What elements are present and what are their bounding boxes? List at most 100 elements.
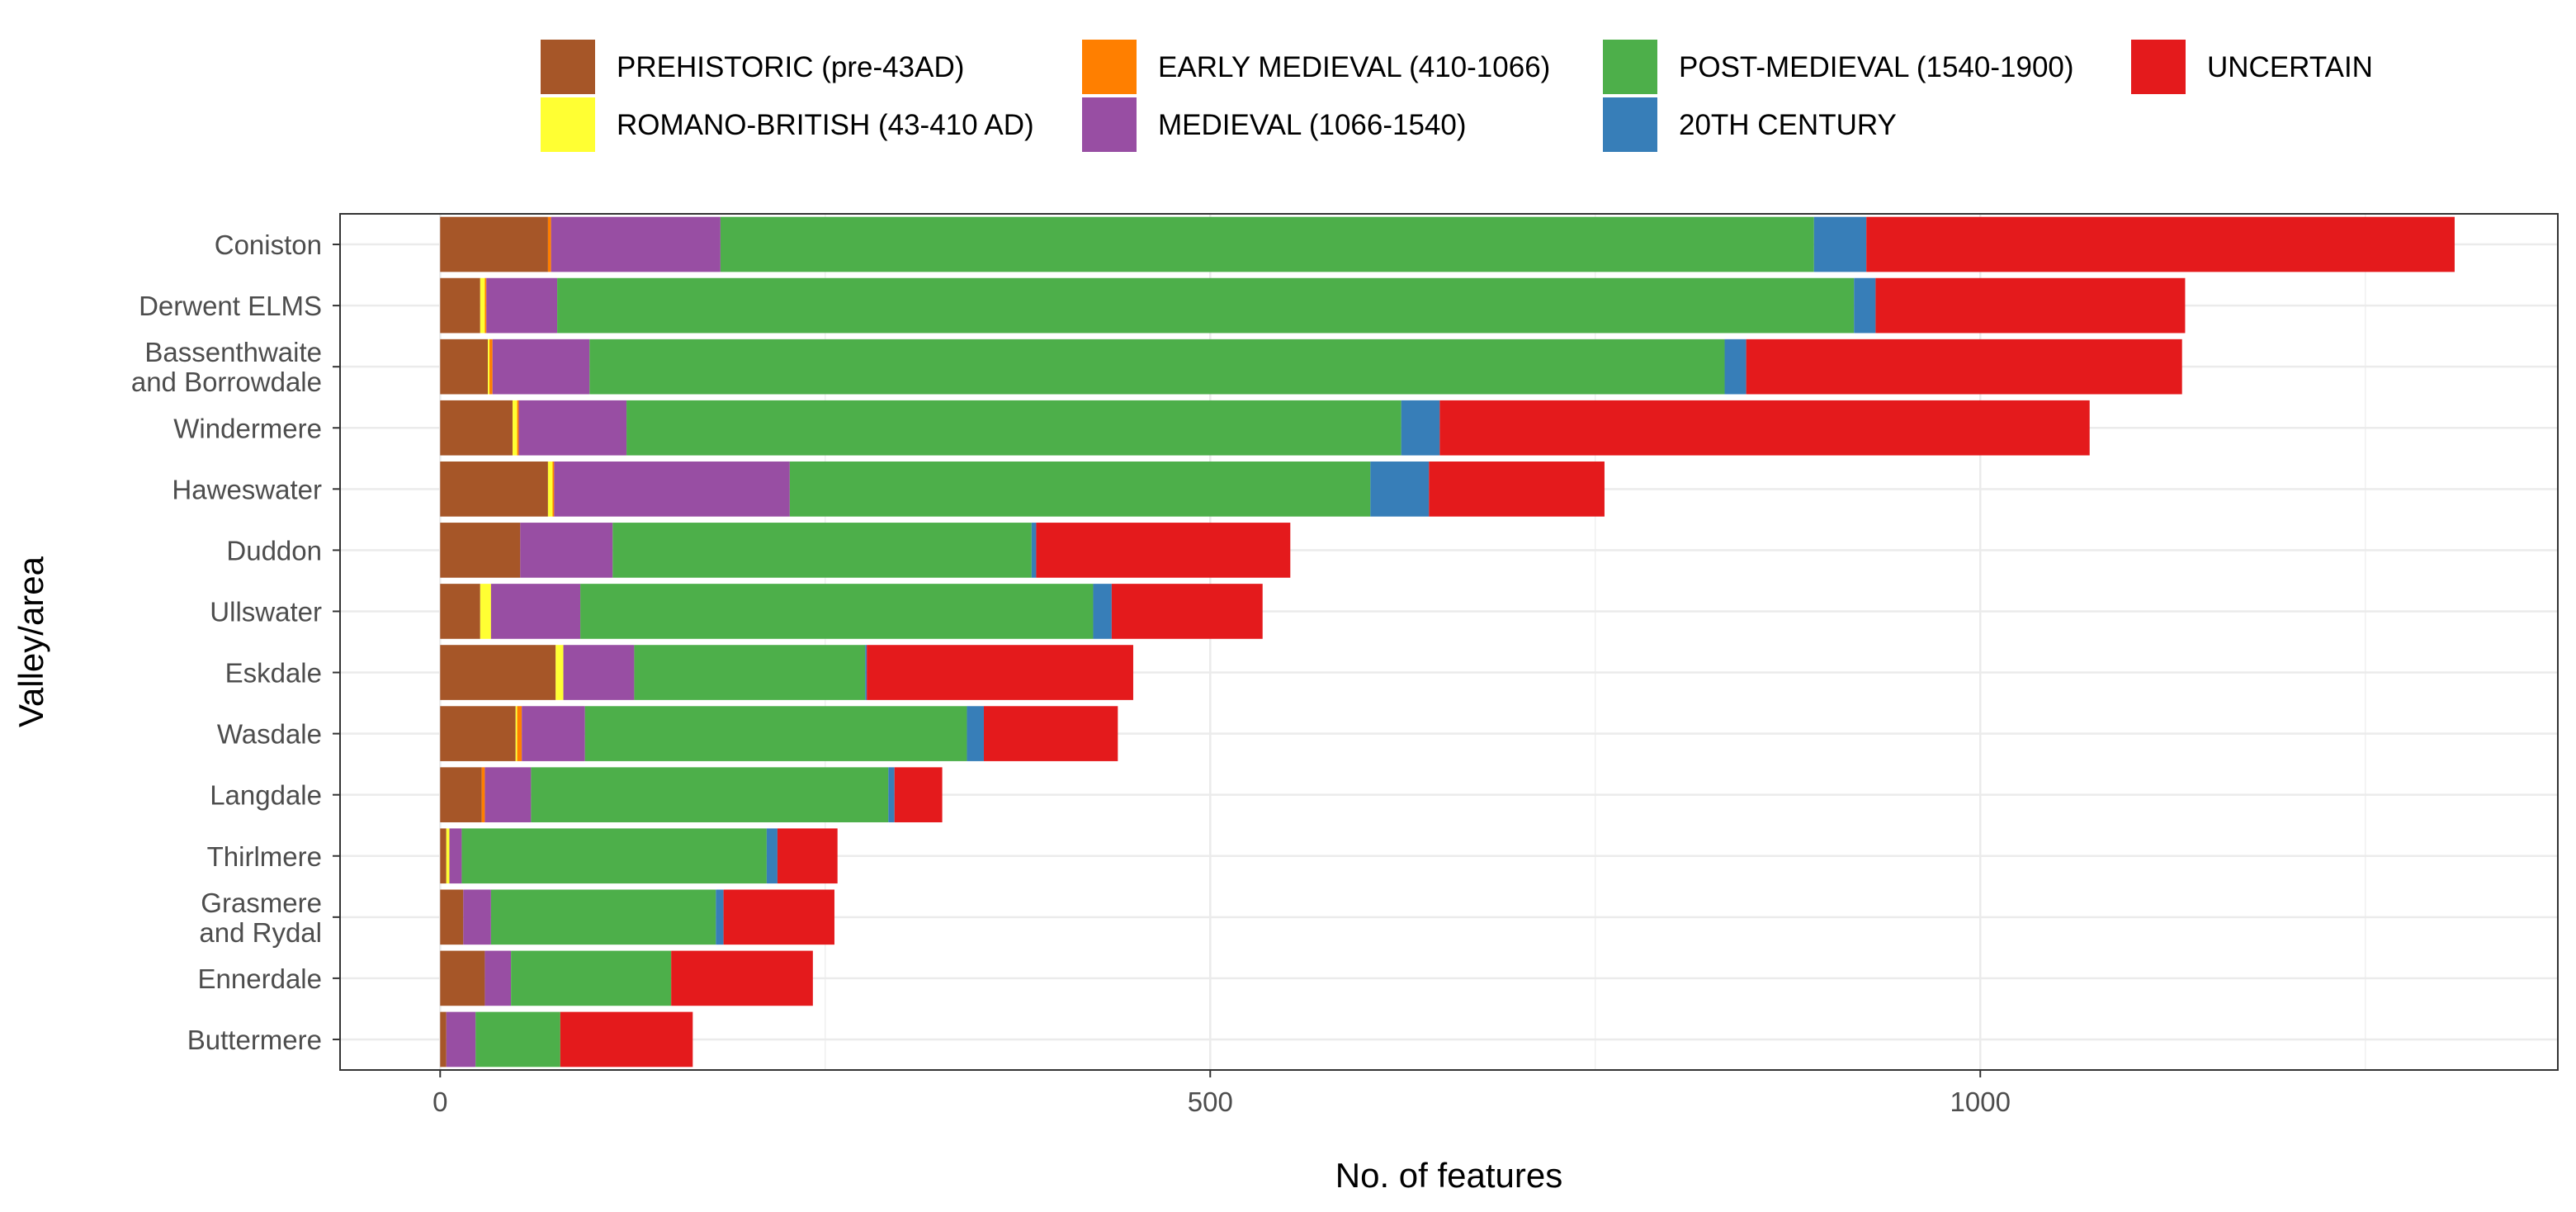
bar-derwent-elms-prehistoric-pre-43ad (440, 277, 480, 334)
bar-haweswater-early-medieval-410-1066 (552, 461, 555, 517)
bar-eskdale-uncertain (867, 645, 1133, 700)
x-axis: 0 500 1000 (432, 1070, 2011, 1117)
bar-coniston-prehistoric-pre-43ad (440, 216, 548, 272)
legend-label: PREHISTORIC (pre-43AD) (617, 51, 964, 83)
y-tick-label: Windermere (173, 413, 322, 443)
bar-grasmere-and-rydal-uncertain (723, 889, 834, 945)
bar-bassenthwaite-and-borrowdale-prehistoric-pre-43ad (440, 339, 489, 395)
y-tick-label: Buttermere (187, 1025, 322, 1055)
legend-key-romano-british-43-410-ad (541, 97, 595, 152)
bar-ullswater-post-medieval-1540-1900 (580, 584, 1094, 639)
bar-wasdale-prehistoric-pre-43ad (440, 706, 516, 761)
y-tick-label: Thirlmere (207, 841, 322, 872)
bar-bassenthwaite-and-borrowdale-early-medieval-410-1066 (489, 339, 493, 395)
bar-windermere-medieval-1066-1540 (518, 400, 627, 456)
bar-derwent-elms-romano-british-43-410-ad (480, 277, 485, 334)
bar-eskdale-medieval-1066-1540 (563, 645, 635, 700)
x-axis-title: No. of features (1335, 1156, 1562, 1195)
y-tick-label: Haweswater (172, 474, 322, 504)
bar-grasmere-and-rydal-post-medieval-1540-1900 (490, 889, 716, 945)
bar-wasdale-post-medieval-1540-1900 (584, 706, 967, 761)
bar-langdale-early-medieval-410-1066 (481, 767, 485, 823)
y-axis: Coniston Derwent ELMS Bassenthwaite and Bor… (131, 230, 340, 1055)
bar-windermere-romano-british-43-410-ad (512, 400, 518, 456)
bar-eskdale-20th-century (865, 645, 867, 700)
bar-coniston-post-medieval-1540-1900 (720, 216, 1814, 272)
plot-panel-border (339, 213, 2559, 1071)
bar-buttermere-uncertain (560, 1011, 693, 1068)
bar-ullswater-20th-century (1093, 584, 1112, 639)
bar-ullswater-prehistoric-pre-43ad (440, 584, 480, 639)
bar-derwent-elms-medieval-1066-1540 (486, 277, 558, 334)
legend-key-20th-century (1603, 97, 1657, 152)
bar-derwent-elms-uncertain (1875, 277, 2186, 334)
bar-bassenthwaite-and-borrowdale-uncertain (1746, 339, 2182, 395)
bar-haweswater-prehistoric-pre-43ad (440, 461, 548, 517)
bar-duddon-post-medieval-1540-1900 (612, 523, 1032, 578)
bar-duddon-prehistoric-pre-43ad (440, 523, 521, 578)
y-tick-label: Derwent ELMS (139, 291, 322, 321)
y-tick-label: Eskdale (225, 658, 322, 689)
bar-eskdale-romano-british-43-410-ad (555, 645, 564, 700)
bar-wasdale-uncertain (983, 706, 1118, 761)
x-tick-label: 500 (1188, 1087, 1233, 1117)
bar-ullswater-romano-british-43-410-ad (480, 584, 491, 639)
bar-langdale-20th-century (888, 767, 895, 823)
bar-thirlmere-medieval-1066-1540 (449, 828, 462, 884)
bar-windermere-post-medieval-1540-1900 (626, 400, 1401, 456)
y-tick-label: Grasmere and Rydal (199, 888, 322, 948)
bar-thirlmere-prehistoric-pre-43ad (440, 828, 447, 884)
bar-thirlmere-20th-century (766, 828, 778, 884)
bar-grasmere-and-rydal-medieval-1066-1540 (463, 889, 491, 945)
bar-ullswater-uncertain (1111, 584, 1263, 639)
legend-label: 20TH CENTURY (1679, 109, 1897, 141)
bar-thirlmere-uncertain (777, 828, 838, 884)
legend-key-early-medieval-410-1066 (1082, 40, 1137, 94)
bar-bassenthwaite-and-borrowdale-20th-century (1724, 339, 1746, 395)
bar-thirlmere-romano-british-43-410-ad (446, 828, 450, 884)
x-tick-label: 1000 (1950, 1087, 2011, 1117)
bar-wasdale-20th-century (967, 706, 984, 761)
bar-derwent-elms-post-medieval-1540-1900 (557, 277, 1855, 334)
bar-haweswater-20th-century (1370, 461, 1430, 517)
bar-haweswater-medieval-1066-1540 (554, 461, 790, 517)
y-axis-title: Valley/area (12, 556, 50, 727)
legend-label: ROMANO-BRITISH (43-410 AD) (617, 109, 1034, 141)
legend-label: POST-MEDIEVAL (1540-1900) (1679, 51, 2074, 83)
bar-thirlmere-post-medieval-1540-1900 (461, 828, 767, 884)
bar-bassenthwaite-and-borrowdale-post-medieval-1540-1900 (589, 339, 1725, 395)
bar-langdale-post-medieval-1540-1900 (531, 767, 889, 823)
bars (440, 216, 2455, 1068)
bar-eskdale-prehistoric-pre-43ad (440, 645, 556, 700)
legend-key-post-medieval-1540-1900 (1603, 40, 1657, 94)
bar-wasdale-early-medieval-410-1066 (517, 706, 522, 761)
bar-duddon-medieval-1066-1540 (520, 523, 613, 578)
bar-coniston-20th-century (1813, 216, 1867, 272)
legend-key-medieval-1066-1540 (1082, 97, 1137, 152)
legend-label: UNCERTAIN (2207, 51, 2373, 83)
bar-windermere-prehistoric-pre-43ad (440, 400, 513, 456)
bar-ullswater-medieval-1066-1540 (490, 584, 581, 639)
legend-label: EARLY MEDIEVAL (410-1066) (1158, 51, 1550, 83)
y-tick-label: Duddon (226, 535, 322, 566)
y-tick-label: Coniston (215, 230, 322, 260)
bar-duddon-uncertain (1036, 523, 1291, 578)
bar-wasdale-medieval-1066-1540 (522, 706, 585, 761)
bar-derwent-elms-early-medieval-410-1066 (484, 277, 487, 334)
bar-eskdale-post-medieval-1540-1900 (634, 645, 866, 700)
bar-ennerdale-post-medieval-1540-1900 (511, 950, 672, 1006)
y-tick-label: Ennerdale (198, 963, 322, 994)
legend-key-prehistoric-pre-43ad (541, 40, 595, 94)
bar-coniston-uncertain (1866, 216, 2455, 272)
bar-buttermere-medieval-1066-1540 (446, 1011, 476, 1068)
bar-langdale-prehistoric-pre-43ad (440, 767, 482, 823)
bar-langdale-medieval-1066-1540 (484, 767, 532, 823)
bar-haweswater-post-medieval-1540-1900 (789, 461, 1371, 517)
bar-coniston-early-medieval-410-1066 (547, 216, 551, 272)
bar-ennerdale-prehistoric-pre-43ad (440, 950, 485, 1006)
bar-grasmere-and-rydal-20th-century (716, 889, 724, 945)
bar-bassenthwaite-and-borrowdale-medieval-1066-1540 (492, 339, 590, 395)
legend-key-uncertain (2131, 40, 2186, 94)
bar-haweswater-romano-british-43-410-ad (547, 461, 553, 517)
